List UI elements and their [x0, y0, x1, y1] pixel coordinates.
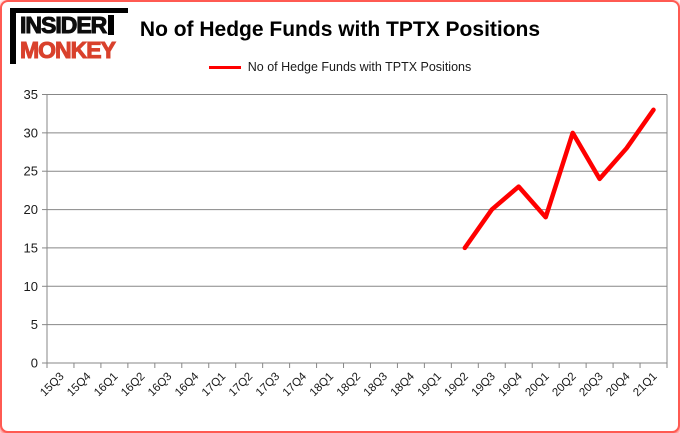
y-axis-label: 15	[24, 240, 38, 255]
x-axis-label: 17Q3	[254, 371, 282, 399]
x-axis-label: 18Q4	[389, 370, 418, 399]
x-axis-label: 15Q4	[65, 370, 94, 399]
x-axis-label: 19Q1	[416, 371, 444, 399]
x-axis-label: 16Q3	[146, 371, 174, 399]
chart-title: No of Hedge Funds with TPTX Positions	[139, 18, 541, 41]
legend-line-swatch	[208, 65, 241, 69]
logo-black-bar	[108, 15, 115, 35]
y-axis-label: 20	[24, 202, 38, 217]
x-axis-label: 20Q3	[577, 371, 605, 399]
x-axis-label: 16Q2	[119, 371, 147, 399]
legend: No of Hedge Funds with TPTX Positions	[2, 59, 678, 75]
x-axis-label: 15Q3	[38, 371, 66, 399]
x-axis-label: 17Q2	[227, 371, 255, 399]
x-axis-label: 19Q4	[496, 370, 525, 399]
x-axis-label: 18Q2	[335, 371, 363, 399]
series-line	[462, 107, 656, 251]
y-axis-label: 10	[24, 279, 38, 294]
y-axis-label: 0	[31, 356, 38, 371]
x-axis-label: 18Q1	[308, 371, 336, 399]
x-axis-label: 19Q2	[443, 371, 471, 399]
insider-monkey-logo: INSIDER MONKEY	[10, 8, 128, 64]
x-axis-label: 16Q4	[173, 370, 202, 399]
y-axis-label: 5	[31, 317, 38, 332]
x-axis-label: 19Q3	[470, 371, 498, 399]
x-axis-label: 20Q1	[523, 371, 551, 399]
y-axis-label: 25	[24, 164, 38, 179]
x-axis-label: 17Q1	[200, 371, 228, 399]
x-axis-label: 20Q4	[604, 370, 633, 399]
legend-label: No of Hedge Funds with TPTX Positions	[247, 60, 472, 74]
logo-text-monkey: MONKEY	[20, 37, 117, 63]
x-axis-label: 16Q1	[92, 371, 120, 399]
x-axis-label: 18Q3	[362, 371, 390, 399]
x-axis-label: 21Q1	[631, 371, 659, 399]
y-axis-label: 30	[24, 125, 38, 140]
logo-text-insider: INSIDER	[19, 12, 107, 38]
x-axis-label: 20Q2	[550, 371, 578, 399]
x-axis-label: 17Q4	[281, 370, 310, 399]
y-axis-label: 35	[24, 87, 38, 102]
